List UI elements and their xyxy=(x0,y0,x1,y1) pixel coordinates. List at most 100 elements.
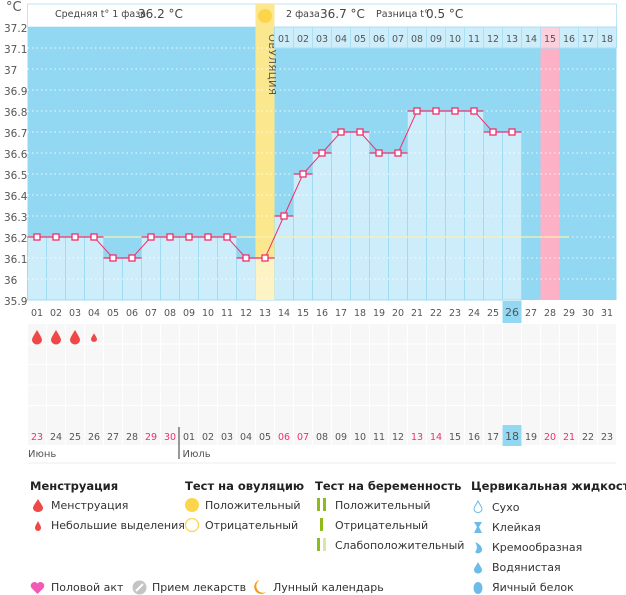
temperature-bar xyxy=(369,152,389,301)
symbol-cell xyxy=(503,344,521,364)
temperature-bar xyxy=(27,236,47,301)
symbol-cell xyxy=(104,365,122,385)
symbol-cell xyxy=(427,324,445,344)
date-cell xyxy=(142,425,160,445)
temperature-point xyxy=(242,254,250,262)
symbol-cell xyxy=(218,344,236,364)
y-tick-label: 36.6 xyxy=(4,149,28,161)
temperature-bar xyxy=(84,236,104,301)
symbol-cell xyxy=(199,324,217,344)
phase2-day-label: 15 xyxy=(544,34,556,45)
symbol-cell xyxy=(104,344,122,364)
legend-cervical-title: Цервикальная жидкость xyxy=(471,479,626,493)
symbol-cell xyxy=(275,385,293,405)
symbol-cell xyxy=(66,344,84,364)
date-label: 20 xyxy=(544,432,556,443)
symbol-cell xyxy=(161,344,179,364)
symbol-cell xyxy=(465,385,483,405)
temperature-bar xyxy=(445,110,465,301)
y-tick-label: 36.1 xyxy=(4,254,27,266)
symbol-cell xyxy=(85,365,103,385)
symbol-cell xyxy=(389,344,407,364)
cycle-day-label: 01 xyxy=(31,308,43,319)
temperature-point xyxy=(33,233,41,241)
symbol-cell xyxy=(598,324,616,344)
temperature-point xyxy=(280,212,288,220)
temperature-point xyxy=(147,233,155,241)
cycle-day-label: 13 xyxy=(259,308,271,319)
temperature-bar xyxy=(179,236,199,301)
symbol-cell xyxy=(560,406,578,426)
phase2-day-label: 08 xyxy=(411,34,423,45)
moon-icon xyxy=(254,580,266,594)
date-label: 14 xyxy=(430,432,442,443)
symbol-cell xyxy=(313,324,331,344)
blood-drop-icon xyxy=(32,330,42,345)
symbol-cell xyxy=(256,385,274,405)
cycle-day-label: 14 xyxy=(278,308,290,319)
temperature-bar xyxy=(312,152,332,301)
cycle-day-label: 11 xyxy=(221,308,233,319)
symbol-cell xyxy=(199,344,217,364)
symbol-cell xyxy=(370,324,388,344)
date-cell xyxy=(465,425,483,445)
date-cell xyxy=(218,425,236,445)
date-label: 27 xyxy=(107,432,119,443)
symbol-cell xyxy=(123,385,141,405)
cycle-day-label: 29 xyxy=(563,308,575,319)
cycle-day-label: 21 xyxy=(411,308,423,319)
date-label: 05 xyxy=(259,432,271,443)
symbol-cell xyxy=(446,385,464,405)
symbol-cell xyxy=(66,385,84,405)
legend-cervical-dry: Сухо xyxy=(492,501,520,514)
legend-cervical-egg-white: Яичный белок xyxy=(492,581,574,594)
date-label: 30 xyxy=(164,432,176,443)
date-label: 23 xyxy=(31,432,43,443)
date-cell xyxy=(389,425,407,445)
phase2-day-label: 02 xyxy=(297,34,309,45)
date-label: 28 xyxy=(126,432,138,443)
date-cell xyxy=(427,425,445,445)
symbol-cell xyxy=(351,324,369,344)
month-label: Июнь xyxy=(28,449,56,460)
legend-cervical-creamy: Кремообразная xyxy=(492,541,583,554)
symbol-cell xyxy=(47,406,65,426)
symbol-cell xyxy=(389,324,407,344)
symbol-cell xyxy=(142,385,160,405)
temperature-bar xyxy=(350,131,370,301)
symbol-cell xyxy=(237,324,255,344)
phase2-day-cell xyxy=(597,26,617,49)
date-label: 18 xyxy=(505,430,519,443)
temperature-point xyxy=(356,128,364,136)
symbol-cell xyxy=(237,406,255,426)
date-label: 25 xyxy=(69,432,81,443)
legend-ovulation-test-title: Тест на овуляцию xyxy=(185,479,305,493)
temperature-point xyxy=(109,254,117,262)
legend-cervical-sticky: Клейкая xyxy=(492,521,541,534)
cycle-day-label: 10 xyxy=(202,308,214,319)
pregnancy-weak-icon xyxy=(317,538,326,551)
phase2-day-label: 01 xyxy=(278,34,290,45)
symbol-cell xyxy=(294,324,312,344)
symbol-cell xyxy=(237,365,255,385)
date-cell xyxy=(351,425,369,445)
date-label: 09 xyxy=(335,432,347,443)
symbol-cell xyxy=(313,406,331,426)
symbol-cell xyxy=(408,385,426,405)
legend-pregnancy-positive: Положительный xyxy=(335,499,431,512)
phase2-day-label: 16 xyxy=(563,34,575,45)
cycle-day-label: 12 xyxy=(240,308,252,319)
symbol-cell xyxy=(579,344,597,364)
date-cell xyxy=(370,425,388,445)
symbol-cell xyxy=(598,385,616,405)
temperature-bar xyxy=(141,236,161,301)
phase2-label: 2 фаза xyxy=(286,9,320,20)
temperature-bar xyxy=(388,152,408,301)
legend-pregnancy-test-title: Тест на беременность xyxy=(315,479,462,493)
symbol-cell xyxy=(446,324,464,344)
symbol-cell xyxy=(484,385,502,405)
symbol-cell xyxy=(541,406,559,426)
ovulation-bar xyxy=(255,258,275,300)
date-cell xyxy=(332,425,350,445)
